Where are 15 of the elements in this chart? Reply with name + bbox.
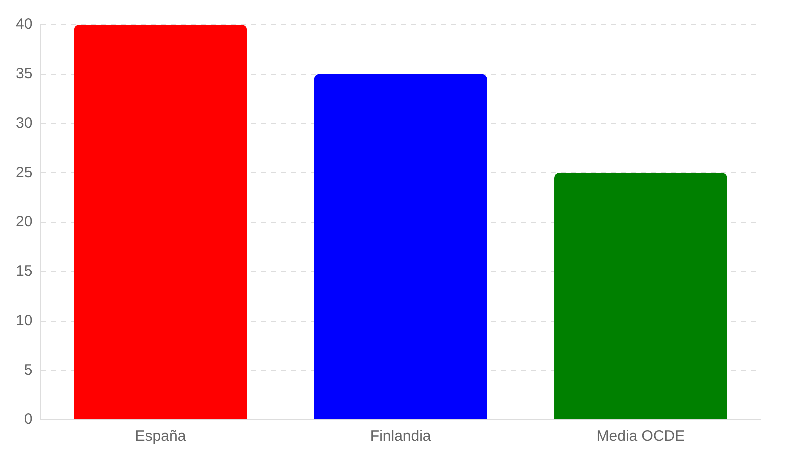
x-tick-label: España xyxy=(135,428,187,446)
y-tick-label: 40 xyxy=(16,16,33,34)
y-tick-label: 5 xyxy=(24,362,33,379)
y-tick-label: 35 xyxy=(16,66,33,83)
bar xyxy=(74,25,248,420)
y-tick-label: 0 xyxy=(24,411,33,428)
y-tick-label: 10 xyxy=(16,312,33,330)
y-tick-label: 15 xyxy=(16,263,33,280)
y-tick-label: 20 xyxy=(16,214,33,231)
bar xyxy=(554,173,728,420)
y-tick-label: 30 xyxy=(16,114,33,132)
y-tick-label: 25 xyxy=(16,164,33,182)
x-tick-label: Finlandia xyxy=(370,428,432,446)
x-tick-label: Media OCDE xyxy=(596,428,686,446)
bar xyxy=(314,74,488,420)
